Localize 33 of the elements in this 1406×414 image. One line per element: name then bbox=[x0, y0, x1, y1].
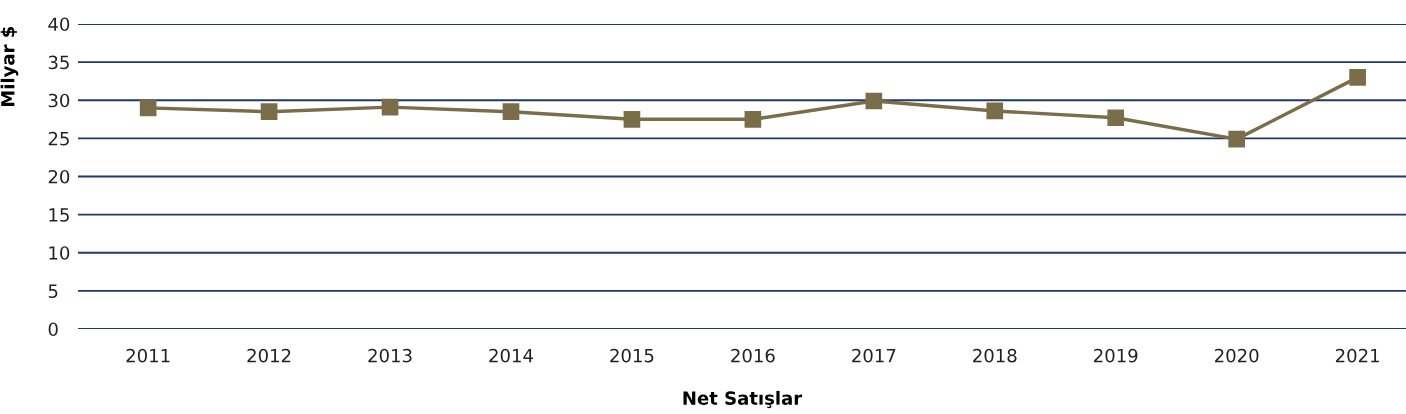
y-tick-label: 40 bbox=[48, 17, 70, 32]
y-tick-label: 0 bbox=[48, 322, 58, 337]
y-tick-label: 35 bbox=[48, 55, 69, 70]
x-tick-label: 2017 bbox=[852, 348, 896, 363]
y-tick-label: 5 bbox=[48, 284, 58, 298]
x-tick-label: 2014 bbox=[489, 348, 533, 363]
y-tick-label: 20 bbox=[48, 169, 70, 184]
point bbox=[502, 103, 520, 121]
x-tick-label: 2013 bbox=[368, 348, 412, 363]
x-tick-label: 2011 bbox=[126, 348, 170, 363]
x-tick-label: 2018 bbox=[973, 348, 1017, 363]
y-tick-label: 10 bbox=[49, 246, 70, 260]
y-tick-label: 25 bbox=[48, 131, 69, 146]
point bbox=[381, 98, 399, 116]
point bbox=[1228, 130, 1246, 148]
x-tick-label: 2012 bbox=[247, 348, 291, 363]
y-tick-label: 30 bbox=[48, 93, 70, 108]
x-tick-label: 2021 bbox=[1335, 348, 1379, 363]
point bbox=[1349, 69, 1366, 86]
point bbox=[139, 99, 157, 117]
point bbox=[865, 92, 883, 110]
point bbox=[744, 110, 762, 128]
y-tick-label: 15 bbox=[49, 208, 69, 222]
x-axis-title: Net Satışlar bbox=[683, 390, 803, 409]
x-tick-label: 2015 bbox=[610, 348, 654, 363]
point bbox=[623, 110, 641, 128]
x-tick-label: 2016 bbox=[731, 348, 775, 363]
point bbox=[1107, 109, 1125, 127]
point bbox=[260, 103, 278, 121]
y-axis-title: Milyar $ bbox=[0, 26, 19, 107]
point bbox=[986, 102, 1004, 120]
x-tick-label: 2020 bbox=[1215, 348, 1259, 363]
x-tick-label: 2019 bbox=[1094, 348, 1138, 363]
